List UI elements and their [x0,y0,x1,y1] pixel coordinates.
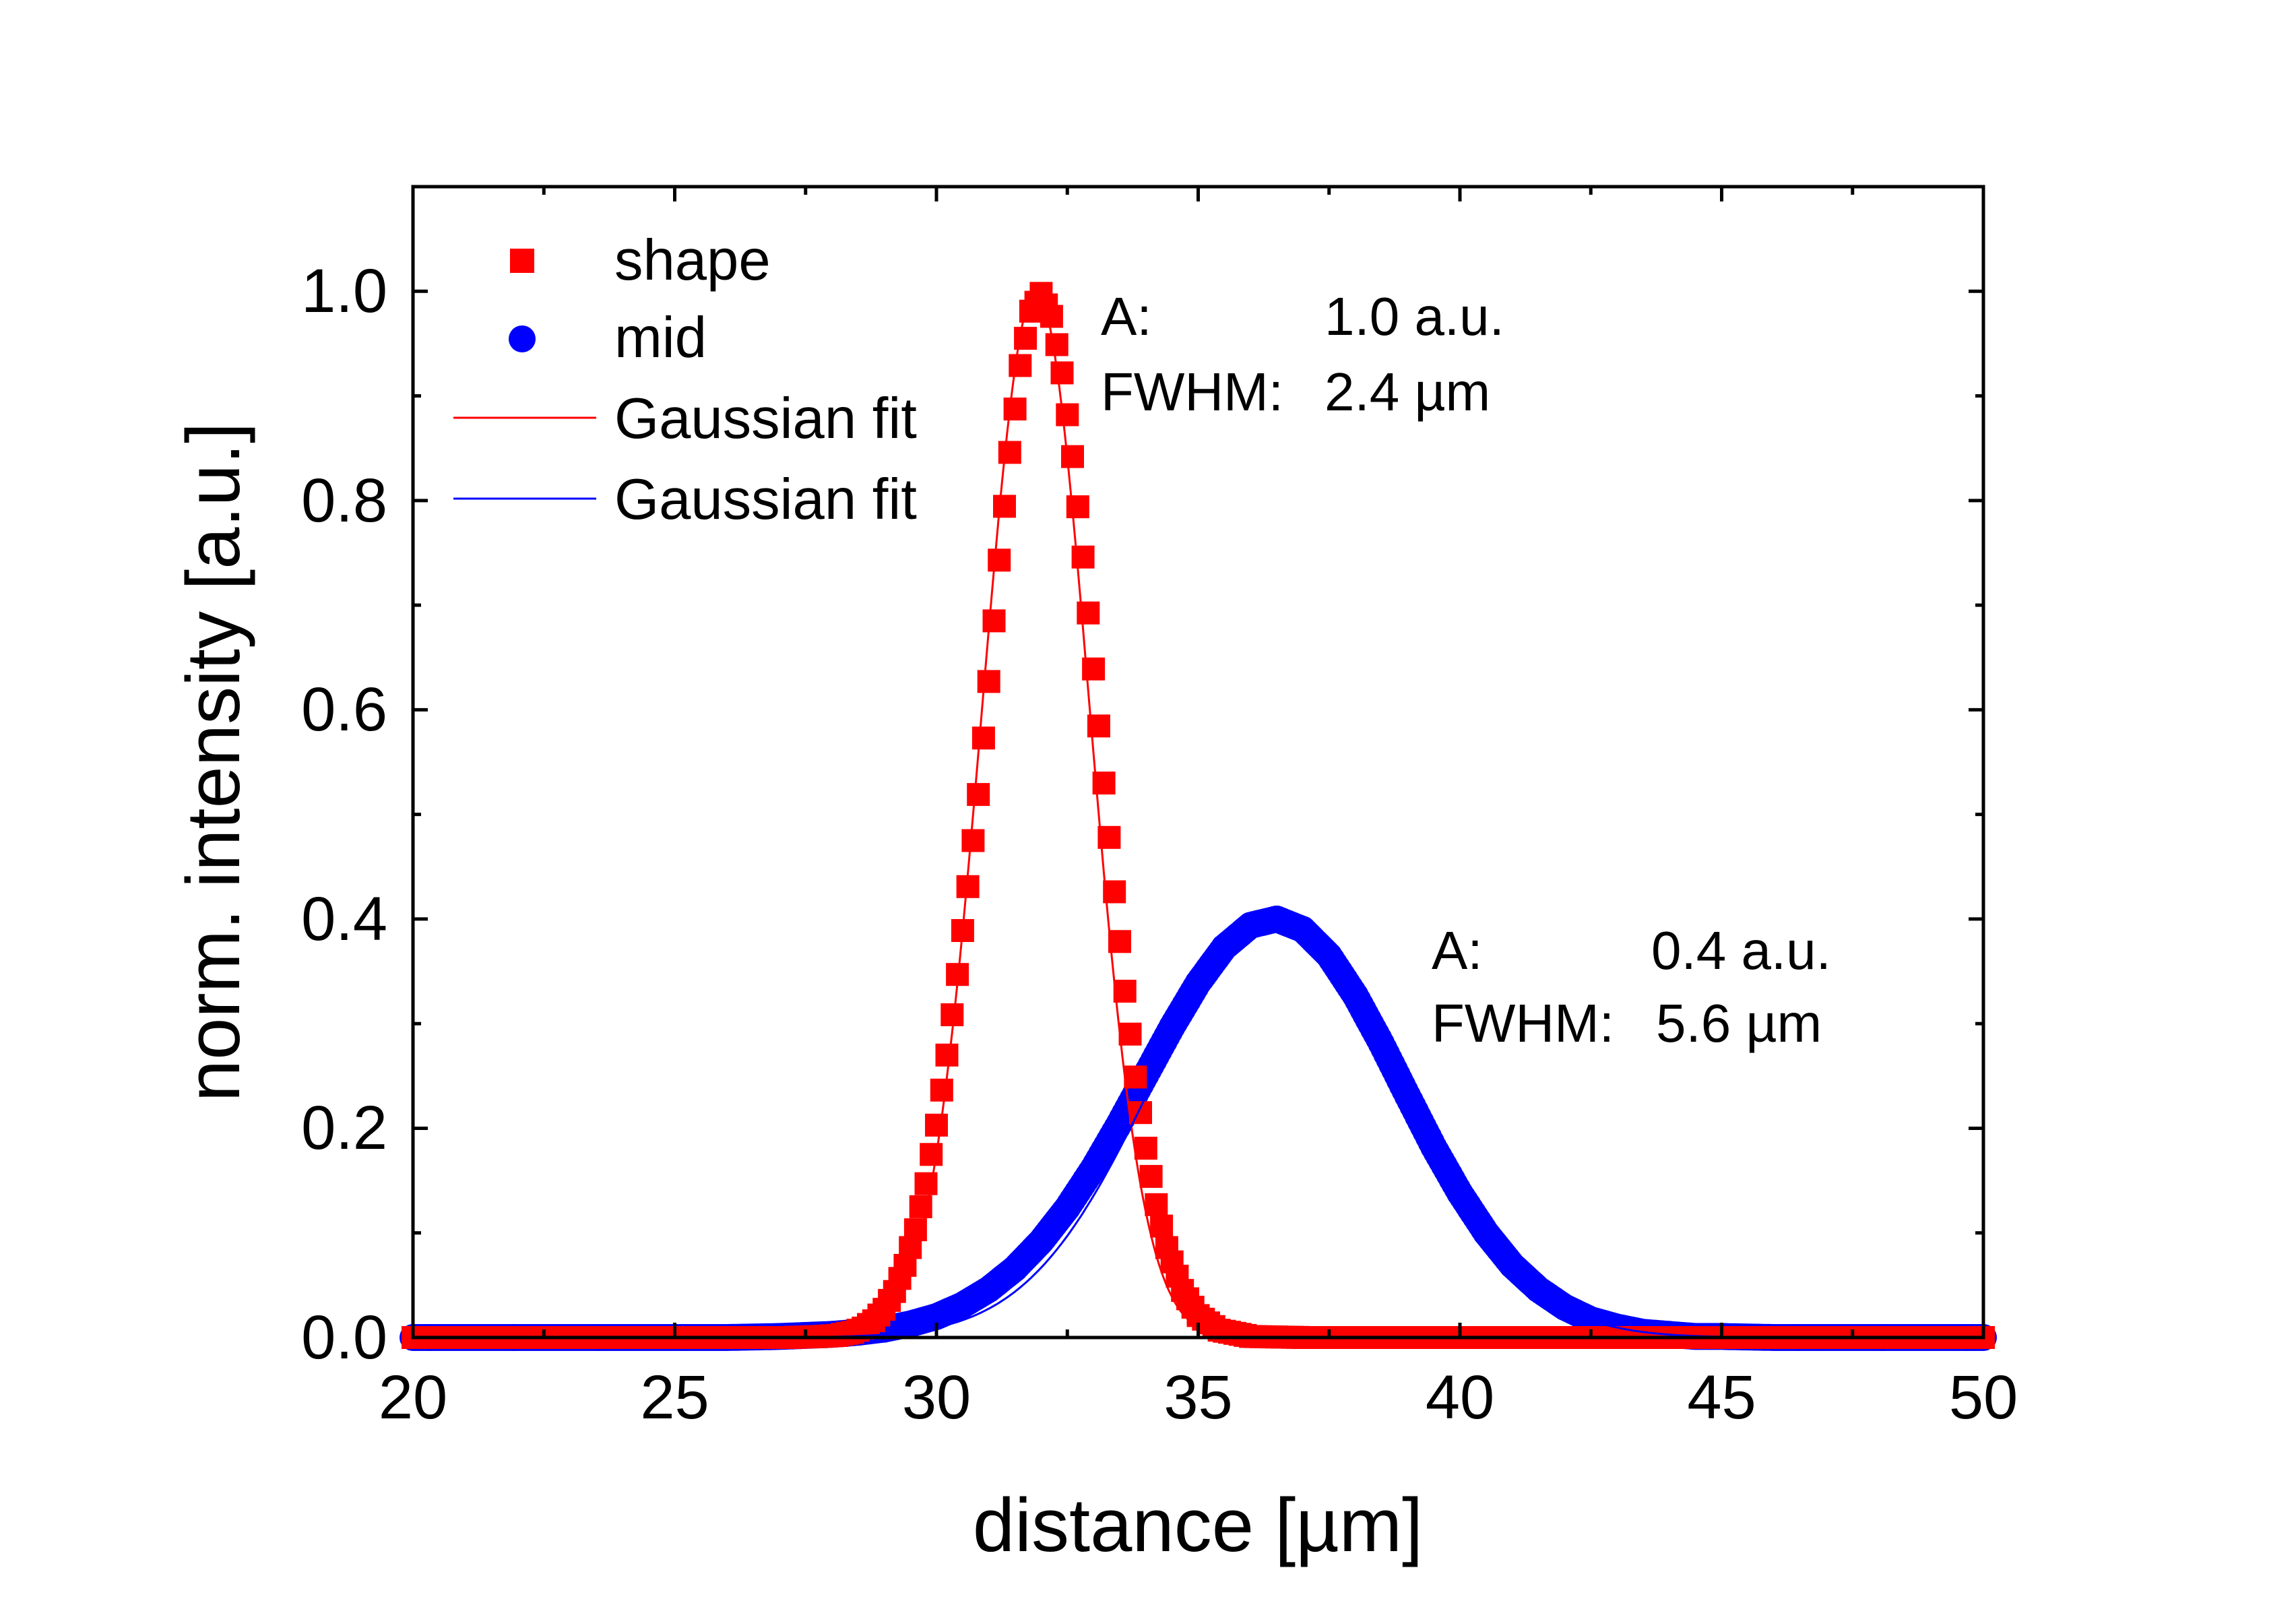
data-point-shape [998,441,1021,464]
x-tick-label: 25 [640,1363,709,1432]
annotation-amplitude-value: 1.0 a.u. [1325,286,1504,346]
x-tick-label: 35 [1163,1363,1232,1432]
data-point-shape [971,726,995,750]
data-point-shape [1134,1137,1157,1160]
data-point-shape [1150,1214,1174,1238]
data-point-shape [925,1113,948,1137]
data-point-shape [993,495,1016,518]
axis-ticks [411,185,1985,1340]
x-tick-labels: 20 25 30 35 40 45 50 [379,1363,2018,1432]
data-point-shape [935,1043,959,1067]
annotation-fwhm-value: 5.6 µm [1656,993,1822,1053]
data-point-shape [1124,1065,1147,1089]
data-point-shape [988,548,1011,572]
x-tick-label: 30 [902,1363,971,1432]
data-point-shape [961,829,985,852]
y-tick-label: 0.6 [301,675,387,744]
x-tick-label: 40 [1426,1363,1494,1432]
legend: shape mid Gaussian fit Gaussian fit [453,228,917,532]
data-point-shape [1003,398,1027,420]
data-point-shape [1066,495,1089,519]
annotation-amplitude-label: A: [1432,920,1483,980]
x-tick-label: 20 [379,1363,447,1432]
x-tick-label: 50 [1949,1363,2018,1432]
data-point-shape [982,609,1006,633]
data-point-shape [1009,354,1032,377]
y-tick-label: 0.4 [301,885,387,953]
y-axis-title: norm. intensity [a.u.] [171,422,255,1102]
annotation-shape-peak: A: 1.0 a.u. FWHM: 2.4 µm [1101,286,1504,422]
data-point-shape [914,1172,938,1195]
annotation-mid-peak: A: 0.4 a.u. FWHM: 5.6 µm [1432,920,1831,1053]
legend-label-shape: shape [614,228,771,292]
data-point-shape [967,783,990,807]
data-point-shape [1145,1193,1168,1216]
annotation-amplitude-label: A: [1101,286,1152,346]
data-point-shape [1050,361,1074,385]
annotation-amplitude-value: 0.4 a.u. [1651,920,1831,980]
data-point-shape [1108,930,1131,953]
data-point-shape [977,670,1000,693]
data-point-shape [940,1003,964,1026]
data-point-shape [1118,1022,1142,1046]
data-point-shape [1040,305,1063,328]
y-tick-label: 1.0 [301,257,387,325]
data-point-shape [920,1143,943,1166]
legend-label-mid: mid [614,306,707,370]
annotation-fwhm-label: FWHM: [1432,993,1614,1053]
data-point-shape [1113,980,1137,1003]
data-point-shape [1139,1164,1163,1188]
data-point-shape [1129,1101,1152,1125]
data-point-shape [1045,333,1069,356]
legend-marker-mid [509,325,536,352]
legend-label-red-fit: Gaussian fit [614,387,917,451]
y-tick-label: 0.2 [301,1094,387,1162]
y-tick-label: 0.8 [301,466,387,535]
legend-marker-shape [510,249,534,273]
y-tick-labels: 0.0 0.2 0.4 0.6 0.8 1.0 [301,257,387,1372]
data-point-shape [1056,403,1079,427]
annotation-fwhm-label: FWHM: [1101,362,1283,422]
x-tick-label: 45 [1687,1363,1756,1432]
x-axis-title: distance [µm] [973,1483,1423,1567]
y-tick-label: 0.0 [301,1303,387,1372]
data-point-shape [1061,445,1084,468]
legend-label-blue-fit: Gaussian fit [614,468,917,532]
data-point-shape [930,1078,953,1102]
annotation-fwhm-value: 2.4 µm [1325,362,1490,422]
